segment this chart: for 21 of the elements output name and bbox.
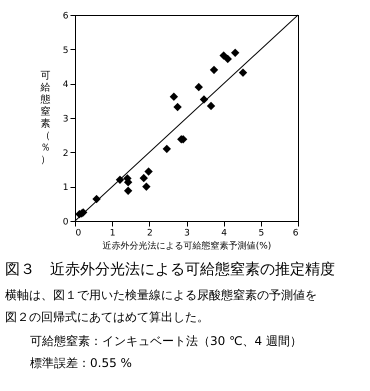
x-axis-title: 近赤外分光法による可給態窒素予測値(%) bbox=[102, 240, 272, 252]
x-tick-label: 3 bbox=[184, 228, 190, 238]
y-tick-label: 6 bbox=[62, 12, 69, 22]
y-tick-label: 5 bbox=[62, 46, 68, 56]
text: 標準誤差：0.55 % bbox=[30, 356, 132, 370]
text: 可給態窒素：インキュベート法（30 ℃、4 週間） bbox=[30, 334, 302, 348]
y-tick-label: 3 bbox=[62, 114, 68, 124]
x-tick-label: 0 bbox=[76, 228, 82, 238]
x-tick-label: 2 bbox=[146, 228, 153, 238]
x-tick-label: 6 bbox=[292, 228, 299, 238]
y-tick-label: 0 bbox=[62, 218, 69, 228]
y-tick-label: 4 bbox=[62, 80, 69, 90]
caption: 図２の回帰式にあてはめて算出した。 bbox=[5, 310, 209, 324]
text: 図３ 近赤外分光法による可給態窒素の推定精度 bbox=[5, 260, 335, 278]
y-tick-label: 1 bbox=[62, 183, 68, 194]
x-tick-label: 1 bbox=[110, 228, 116, 238]
x-tick-label: 4 bbox=[221, 228, 228, 238]
x-tick-label: 5 bbox=[258, 228, 264, 238]
y-tick-label: 2 bbox=[62, 148, 68, 159]
text: 横軸は、図１で用いた検量線による尿酸態窒素の予測値を bbox=[5, 288, 317, 302]
y-axis-title: 可給態窒素（％） bbox=[40, 70, 50, 166]
